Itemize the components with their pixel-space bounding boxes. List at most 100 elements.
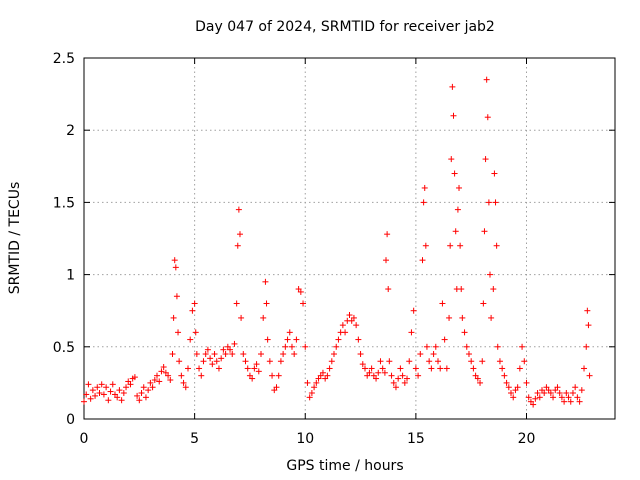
data-point (488, 314, 495, 321)
data-point (428, 365, 435, 372)
data-point (109, 381, 116, 388)
data-point (423, 343, 430, 350)
data-point (420, 199, 427, 206)
data-point (450, 112, 457, 119)
data-point (277, 358, 284, 365)
data-point (541, 390, 548, 397)
data-point (105, 397, 112, 404)
data-point (134, 392, 141, 399)
data-point (293, 336, 300, 343)
x-tick-label: 0 (80, 431, 89, 447)
data-point (244, 365, 251, 372)
data-point (220, 346, 227, 353)
data-point (302, 343, 309, 350)
data-point (536, 394, 543, 401)
data-point (448, 156, 455, 163)
data-point (173, 293, 180, 300)
data-point (147, 379, 154, 386)
data-point (482, 156, 489, 163)
data-point (484, 114, 491, 121)
data-point (412, 365, 419, 372)
data-point (189, 307, 196, 314)
data-point (519, 343, 526, 350)
data-point (441, 336, 448, 343)
data-point (525, 394, 532, 401)
y-axis-label: SRMTID / TECUs (7, 182, 23, 295)
data-point (346, 312, 353, 319)
data-point (100, 391, 107, 398)
data-point (242, 358, 249, 365)
data-point (516, 365, 523, 372)
data-point (282, 343, 289, 350)
data-point (435, 358, 441, 365)
data-point (483, 76, 490, 83)
data-point (306, 394, 313, 401)
data-point (198, 372, 205, 379)
data-point (182, 384, 189, 391)
data-point (583, 343, 590, 350)
data-point (572, 384, 579, 391)
data-point (479, 358, 486, 365)
data-point (499, 365, 506, 372)
data-point (383, 257, 390, 264)
y-tick-label: 1 (66, 268, 75, 284)
data-point (392, 384, 399, 391)
y-tick-label: 1.5 (53, 195, 75, 211)
data-point (262, 278, 269, 285)
data-point (118, 397, 125, 404)
data-point (493, 242, 500, 249)
data-point (297, 288, 304, 295)
data-point (422, 242, 429, 249)
data-point (127, 381, 134, 388)
data-point (107, 388, 114, 395)
data-point (235, 206, 242, 213)
data-point (222, 351, 229, 358)
data-point (386, 358, 393, 365)
data-point (463, 343, 470, 350)
data-point (258, 351, 264, 358)
data-point (209, 361, 216, 368)
plot-frame (83, 57, 616, 420)
data-point (508, 390, 515, 397)
data-point (373, 375, 380, 382)
data-point (355, 336, 362, 343)
data-point (240, 351, 247, 358)
data-point (574, 394, 581, 401)
data-point (123, 384, 130, 391)
data-point (319, 369, 326, 376)
data-point (311, 384, 318, 391)
data-point (377, 358, 384, 365)
data-point (404, 375, 411, 382)
data-point (167, 377, 174, 384)
y-tick-label: 2 (66, 123, 75, 139)
data-point (308, 390, 315, 397)
data-point (264, 336, 271, 343)
data-point (342, 329, 349, 336)
data-point (563, 390, 570, 397)
data-point (92, 392, 99, 399)
data-point (81, 398, 87, 405)
data-point (567, 398, 574, 405)
data-point (470, 365, 477, 372)
data-point (401, 379, 408, 386)
data-point (459, 314, 466, 321)
data-point (156, 378, 163, 385)
data-point (586, 372, 593, 379)
data-point (149, 384, 156, 391)
data-point (291, 351, 298, 358)
data-point (178, 372, 185, 379)
data-point (581, 365, 588, 372)
data-point (273, 384, 280, 391)
data-point (255, 368, 262, 375)
data-point (284, 336, 291, 343)
ticks: 0 5 10 15 20 0 0.5 1 1.5 2 2.5 (53, 51, 615, 447)
data-point (496, 358, 503, 365)
data-point (415, 372, 422, 379)
x-tick-label: 10 (296, 431, 314, 447)
data-point (447, 242, 454, 249)
data-point (510, 394, 517, 401)
data-point (187, 336, 194, 343)
y-tick-label: 0 (66, 412, 75, 428)
data-point (136, 397, 143, 404)
data-point (218, 355, 225, 362)
